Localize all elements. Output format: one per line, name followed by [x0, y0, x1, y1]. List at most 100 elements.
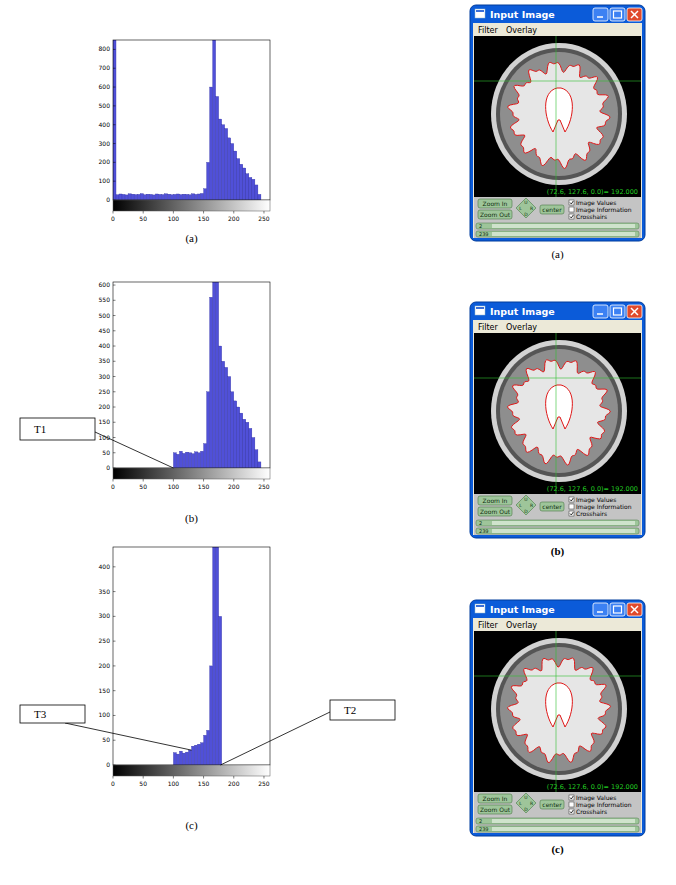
gray-colorbar	[113, 200, 270, 211]
maximize-button[interactable]	[610, 8, 625, 21]
minimize-glyph	[597, 313, 603, 315]
caption: (a)	[551, 248, 564, 261]
maximize-button[interactable]	[610, 305, 625, 318]
button[interactable]: Zoom Out	[478, 805, 512, 814]
checkbox[interactable]	[569, 795, 574, 800]
gray-matter	[500, 349, 618, 473]
button-face[interactable]	[478, 496, 512, 505]
checkbox[interactable]	[569, 511, 574, 516]
button[interactable]: Zoom In	[478, 794, 512, 803]
histogram-panel: 050100150200250300350400050100150200250(…	[20, 547, 395, 832]
menu-item: Filter	[478, 26, 499, 35]
checkbox[interactable]	[569, 809, 574, 814]
bar	[173, 753, 176, 765]
button-face[interactable]	[540, 800, 564, 809]
y-tick-label: 200	[99, 403, 111, 410]
button-face[interactable]	[478, 210, 512, 219]
checkmark	[570, 215, 573, 218]
annotation-box	[330, 700, 395, 720]
bar	[225, 367, 228, 468]
close-button[interactable]	[627, 305, 642, 318]
button[interactable]: Zoom Out	[478, 210, 512, 219]
checkbox[interactable]	[569, 200, 574, 205]
slider-value: 2	[479, 223, 482, 229]
checkbox[interactable]	[569, 802, 574, 807]
button[interactable]: Zoom In	[478, 496, 512, 505]
button[interactable]: center	[540, 800, 564, 809]
slider[interactable]	[476, 528, 639, 534]
button[interactable]: Zoom In	[478, 199, 512, 208]
slider[interactable]	[476, 826, 639, 832]
bar	[119, 194, 122, 200]
histogram-panel: 0501001502002503003504004505005506000501…	[20, 281, 270, 525]
button-face[interactable]	[540, 502, 564, 511]
bar	[185, 452, 188, 468]
x-tick-label: 0	[111, 215, 115, 222]
background	[0, 0, 676, 885]
white-matter-contour	[508, 360, 611, 465]
slider[interactable]	[476, 223, 639, 229]
plot-frame	[113, 282, 270, 468]
nav-pad[interactable]	[516, 495, 536, 515]
bar	[237, 407, 240, 468]
button-face[interactable]	[540, 205, 564, 214]
checkbox[interactable]	[569, 207, 574, 212]
slider[interactable]	[476, 231, 639, 237]
x-tick	[113, 776, 114, 779]
slider[interactable]	[476, 520, 639, 526]
image-area	[474, 631, 641, 792]
app-window: Input ImageFilterOverlay(72.6, 127.6, 0.…	[470, 600, 645, 836]
x-tick-label: 50	[139, 215, 147, 222]
bar	[134, 195, 137, 200]
minimize-button[interactable]	[593, 305, 608, 318]
y-tick-label: 0	[106, 761, 110, 768]
y-tick	[113, 330, 116, 331]
button-label: Zoom In	[483, 795, 508, 802]
button-face[interactable]	[478, 794, 512, 803]
gray-matter	[500, 52, 618, 176]
bar	[185, 752, 188, 765]
checkbox[interactable]	[569, 497, 574, 502]
nav-pad[interactable]	[516, 793, 536, 813]
y-tick	[113, 162, 116, 163]
button-face[interactable]	[478, 805, 512, 814]
button[interactable]: center	[540, 502, 564, 511]
close-button[interactable]	[627, 603, 642, 616]
close-glyph	[631, 11, 638, 18]
plot-area	[113, 282, 270, 468]
bar	[231, 144, 234, 200]
ventricles	[546, 385, 573, 429]
button-face[interactable]	[478, 199, 512, 208]
y-tick-label: 0	[106, 196, 110, 203]
skull	[491, 43, 627, 185]
bar	[234, 401, 237, 468]
slider-track	[492, 224, 635, 228]
maximize-button[interactable]	[610, 603, 625, 616]
minimize-button[interactable]	[593, 603, 608, 616]
x-tick	[143, 776, 144, 779]
checkbox[interactable]	[569, 214, 574, 219]
plot-frame	[113, 40, 270, 200]
bar	[222, 361, 225, 468]
x-tick	[263, 479, 264, 482]
x-tick	[173, 479, 174, 482]
button[interactable]: center	[540, 205, 564, 214]
checkbox[interactable]	[569, 504, 574, 509]
coordinate-readout: (72.6, 127.6, 0.0)= 192.000	[547, 188, 638, 196]
annotation-label: T1	[34, 423, 46, 435]
nav-letter: U	[524, 497, 527, 502]
button-face[interactable]	[478, 507, 512, 516]
minimize-button[interactable]	[593, 8, 608, 21]
nav-pad[interactable]	[516, 198, 536, 218]
slider[interactable]	[476, 818, 639, 824]
close-button[interactable]	[627, 8, 642, 21]
bar	[204, 189, 207, 200]
bars	[173, 547, 221, 765]
x-tick-label: 50	[139, 780, 147, 787]
button[interactable]: Zoom Out	[478, 507, 512, 516]
image-area	[474, 36, 641, 197]
bar	[219, 119, 222, 200]
slider-value: 239	[479, 528, 489, 534]
crosshair	[474, 81, 641, 82]
bar	[176, 454, 179, 468]
